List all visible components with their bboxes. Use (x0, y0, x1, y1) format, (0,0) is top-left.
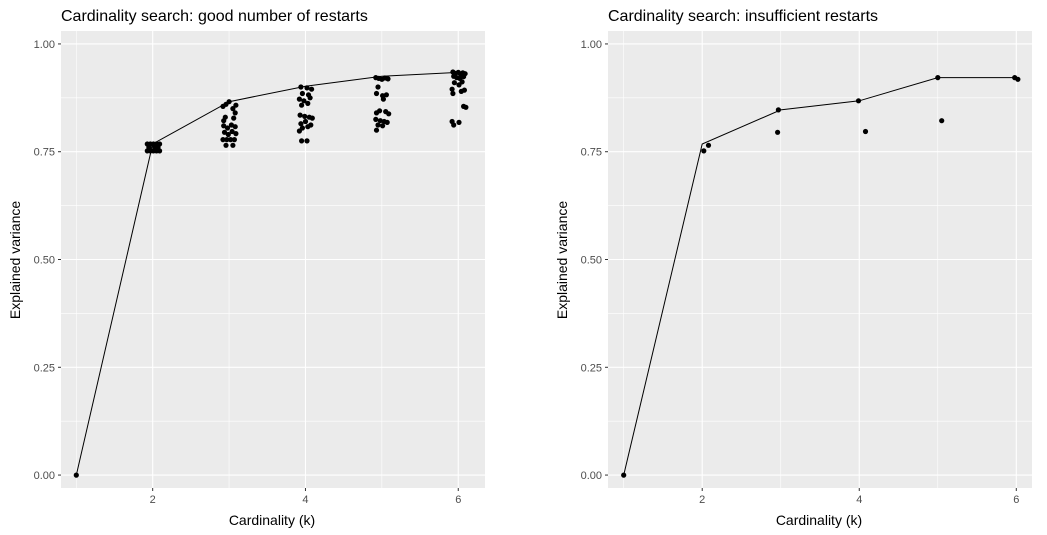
data-point (226, 99, 232, 105)
data-point (383, 92, 389, 98)
data-point (862, 128, 869, 135)
series-line (623, 77, 1017, 476)
y-tick-label: 0.50 (34, 255, 55, 267)
data-point (309, 115, 315, 121)
data-point (305, 100, 311, 106)
data-point (221, 129, 228, 135)
x-tick-label: 4 (302, 494, 308, 506)
data-point (224, 137, 230, 143)
left-chart-panel: 0.00 0.25 0.50 0.75 1.00 2 4 6 Cardinality sear… (7, 8, 485, 528)
data-point (373, 110, 380, 116)
data-point (461, 74, 467, 80)
data-point (225, 131, 231, 138)
data-point (380, 123, 386, 129)
data-point (224, 125, 231, 131)
right-chart-panel: 0.00 0.25 0.50 0.75 1.00 2 4 6 Cardinality sear… (554, 8, 1032, 528)
data-point (298, 84, 304, 90)
y-tick-label: 0.25 (581, 362, 602, 374)
data-point (296, 96, 302, 102)
data-point (705, 142, 712, 148)
data-point (450, 90, 456, 97)
data-point (375, 122, 381, 128)
data-point (373, 116, 379, 122)
data-point (299, 102, 305, 108)
data-point (459, 79, 465, 85)
data-point (221, 123, 227, 129)
data-point (155, 144, 161, 150)
data-point (304, 138, 310, 144)
data-point (449, 86, 455, 92)
data-point (386, 111, 392, 117)
data-point (451, 122, 457, 128)
data-point (223, 142, 229, 148)
chart-title: Cardinality search: insufficient restart… (608, 8, 878, 25)
data-point (232, 110, 238, 116)
data-point (463, 104, 469, 110)
data-point (939, 118, 945, 124)
data-point (220, 137, 226, 143)
y-tick-label: 0.75 (581, 147, 602, 159)
data-point (775, 107, 781, 113)
data-point (302, 113, 308, 119)
data-point (299, 90, 305, 97)
x-axis-title: Cardinality (k) (776, 512, 862, 528)
data-point (384, 119, 390, 125)
data-point (232, 124, 238, 130)
data-point (221, 118, 227, 124)
data-point (621, 472, 627, 478)
data-point (307, 95, 313, 101)
data-point (301, 98, 307, 104)
data-point (935, 75, 941, 81)
data-point (701, 148, 707, 154)
data-point (296, 128, 302, 134)
data-point (451, 80, 457, 86)
data-point (377, 118, 383, 124)
series-line (75, 71, 459, 476)
chart-title: Cardinality search: good number of resta… (61, 8, 368, 25)
y-tick-label: 0.00 (34, 470, 55, 482)
x-tick-label: 2 (150, 494, 156, 506)
x-tick-label: 4 (856, 494, 862, 506)
data-point (146, 144, 152, 150)
data-point (855, 98, 862, 104)
y-axis-title: Explained variance (554, 201, 570, 320)
data-point (298, 121, 304, 127)
data-point (1015, 76, 1021, 82)
y-tick-label: 0.75 (34, 147, 55, 159)
data-point (373, 127, 380, 133)
data-point (373, 90, 380, 97)
y-axis-title: Explained variance (7, 201, 23, 320)
data-point (233, 102, 239, 108)
data-point (305, 124, 311, 130)
data-point (233, 131, 239, 137)
y-tick-label: 0.25 (34, 362, 55, 374)
data-point (309, 86, 315, 92)
y-tick-label: 1.00 (581, 39, 602, 51)
y-tick-label: 0.50 (581, 255, 602, 267)
data-point (375, 84, 381, 90)
data-point (230, 142, 236, 148)
data-point (229, 128, 235, 135)
x-tick-label: 6 (455, 494, 461, 506)
data-point (456, 119, 462, 125)
data-point (73, 472, 79, 478)
data-point (231, 137, 237, 143)
y-tick-label: 0.00 (581, 470, 602, 482)
data-point (302, 118, 309, 125)
x-axis-title: Cardinality (k) (229, 512, 315, 528)
y-tick-label: 1.00 (34, 39, 55, 51)
x-tick-label: 2 (699, 494, 705, 506)
data-point (380, 96, 386, 102)
data-point (228, 137, 234, 143)
data-point (231, 115, 237, 121)
data-point (304, 85, 310, 91)
data-point (230, 106, 236, 112)
data-point (775, 129, 781, 135)
x-tick-label: 6 (1013, 494, 1019, 506)
data-point (461, 87, 467, 93)
data-point (299, 138, 305, 144)
data-point (297, 112, 303, 118)
data-point (385, 76, 391, 82)
